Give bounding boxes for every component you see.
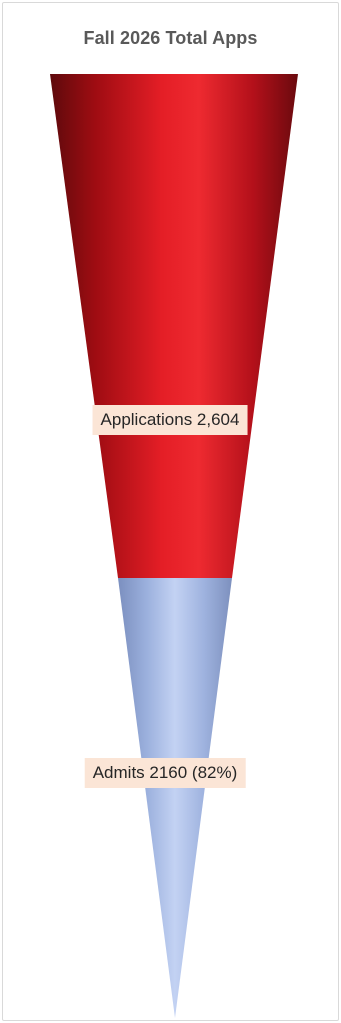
data-label-applications: Applications 2,604 [92,405,248,435]
funnel-segment-admits [118,578,232,1018]
chart-title: Fall 2026 Total Apps [83,28,258,48]
funnel-segment-applications [50,74,298,578]
data-label-admits: Admits 2160 (82%) [84,758,246,788]
